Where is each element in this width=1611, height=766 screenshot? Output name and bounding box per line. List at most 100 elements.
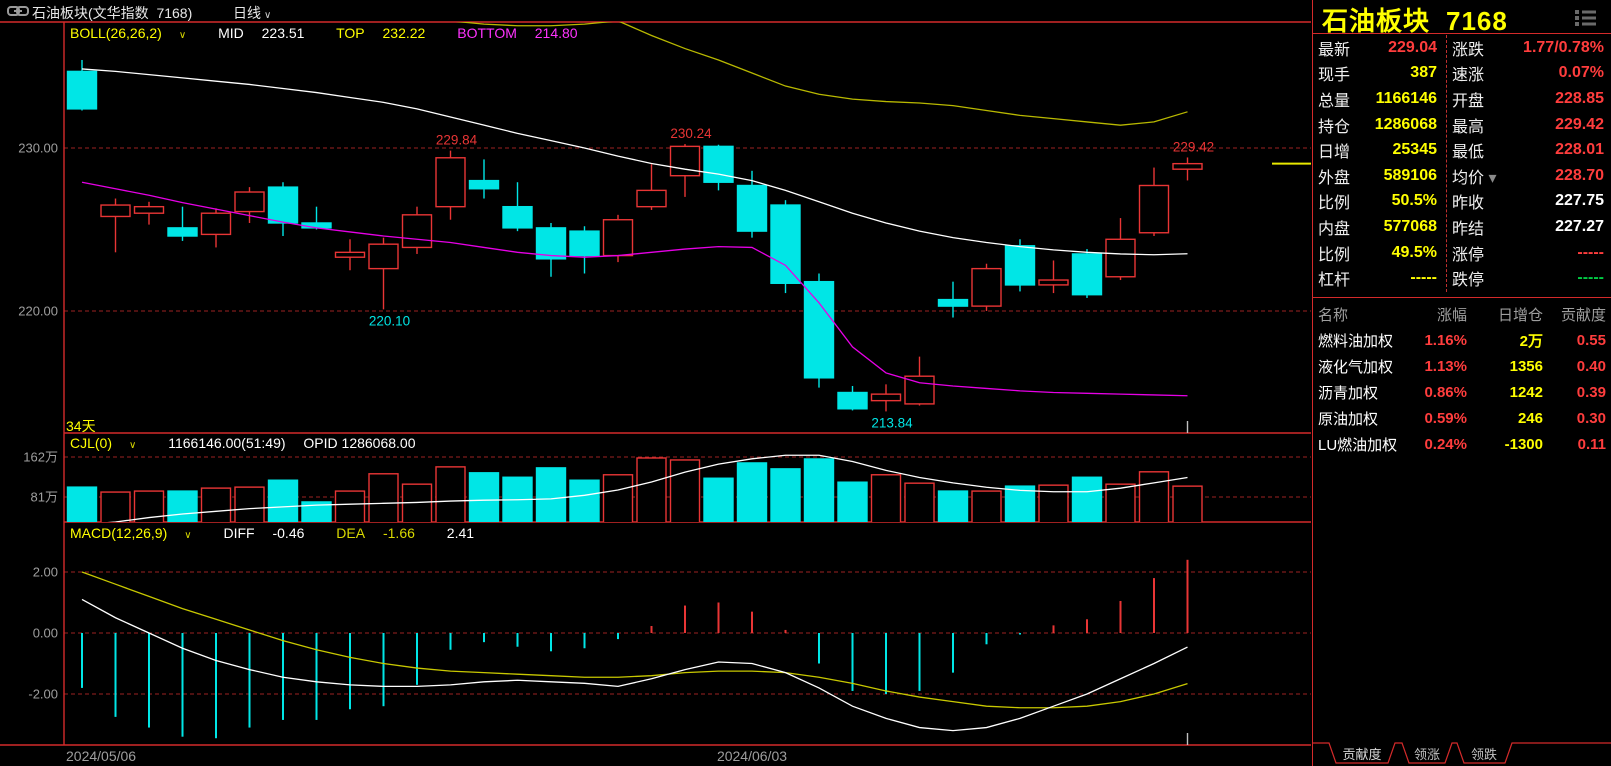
volume-bar [468, 472, 500, 522]
contrib-cell: 1.13% [1424, 357, 1467, 375]
chevron-down-icon: ∨ [178, 30, 187, 41]
candle [1038, 279, 1069, 286]
price-annotation: 229.42 [1173, 139, 1214, 154]
volume-bar [267, 479, 299, 522]
quote-value: 1.77/0.78% [1523, 38, 1604, 56]
price-annotation: 213.84 [871, 415, 913, 430]
quote-row-right-7: 昨结 227.27 [1447, 214, 1611, 240]
contrib-cell: LU燃油加权 [1318, 436, 1398, 454]
quote-value: 589106 [1383, 166, 1437, 184]
contrib-cell: 0.40 [1576, 357, 1606, 375]
volume-bar [200, 487, 232, 522]
volume-bar [1105, 483, 1136, 522]
quote-value: 227.75 [1555, 192, 1604, 210]
quote-label: 外盘 [1318, 169, 1351, 187]
contrib-row-4[interactable]: LU燃油加权 0.24% -1300 0.11 [1313, 431, 1611, 457]
quote-row-left-4: 日增 25345 [1313, 137, 1446, 163]
indicator-line [81, 68, 1188, 256]
macd-diff-value: DIFF -0.46 [223, 525, 305, 541]
candle [837, 391, 868, 410]
quote-value: 229.04 [1388, 38, 1437, 56]
chart-canvas[interactable]: 230.00 220.00 162万 81万 2.00 0.00 -2.00 229.84 23… [0, 0, 1312, 766]
volume-bar [1004, 485, 1036, 522]
macd-indicator-selector[interactable]: MACD(12,26,9) ∨ [70, 525, 192, 541]
candle [535, 227, 567, 260]
cjl-opid-value: OPID 1286068.00 [303, 435, 416, 451]
candle [167, 227, 198, 237]
candle [636, 189, 667, 208]
quote-row-left-3: 持仓 1286068 [1313, 112, 1446, 138]
quote-row-right-4: 最低 228.01 [1447, 137, 1611, 163]
candle [1105, 238, 1136, 278]
candle [133, 205, 165, 214]
axis-tick-label: 220.00 [18, 304, 58, 319]
chevron-down-icon: ∨ [129, 440, 137, 451]
price-annotation: 220.10 [369, 313, 410, 328]
candlestick-pane[interactable] [66, 0, 1203, 412]
quote-value: 228.01 [1555, 141, 1604, 159]
panel-title: 石油板块 7168 [1322, 1, 1508, 38]
boll-indicator-selector[interactable]: BOLL(26,26,2) ∨ [70, 25, 187, 41]
avg-price-dropdown-icon[interactable]: ▾ [1484, 169, 1497, 187]
titlebar: 石油板块(文华指数 7168) 日线 ∨ [0, 0, 1311, 21]
candle [803, 280, 835, 379]
contrib-cell: 246 [1517, 409, 1543, 427]
quote-row-left-2: 总量 1166146 [1313, 86, 1446, 112]
contrib-cell: 0.86% [1424, 383, 1467, 401]
cjl-indicator-selector[interactable]: CJL(0) ∨ [70, 435, 137, 451]
volume-bar [301, 501, 332, 522]
quote-row-right-6: 昨收 227.75 [1447, 189, 1611, 215]
quote-label: 昨结 [1452, 220, 1485, 238]
contrib-header: 涨幅 [1436, 306, 1467, 324]
price-annotation: 230.24 [670, 126, 712, 141]
tab-gainers[interactable]: 领涨 [1414, 747, 1440, 762]
quote-row-right-8: 涨停 ----- [1447, 240, 1611, 266]
macd-pane[interactable] [81, 559, 1189, 739]
quote-label: 比例 [1318, 246, 1351, 264]
volume-bar [736, 462, 768, 522]
x-axis-date-label: 2024/05/06 [66, 748, 136, 764]
tab-losers[interactable]: 领跌 [1471, 747, 1497, 762]
candle [200, 212, 232, 236]
contrib-row-3[interactable]: 原油加权 0.59% 246 0.30 [1313, 405, 1611, 431]
quote-row-left-1: 现手 387 [1313, 61, 1446, 87]
quote-label: 持仓 [1318, 118, 1351, 136]
contrib-cell: 沥青加权 [1318, 384, 1379, 402]
contrib-row-2[interactable]: 沥青加权 0.86% 1242 0.39 [1313, 379, 1611, 405]
volume-pane[interactable] [66, 454, 1203, 524]
volume-bar [870, 474, 902, 522]
quote-row-left-8: 比例 49.5% [1313, 240, 1446, 266]
candle [301, 222, 332, 229]
quote-label: 开盘 [1452, 92, 1485, 110]
quote-row-right-3: 最高 229.42 [1447, 112, 1611, 138]
volume-bar [569, 479, 600, 522]
panel-menu-icon[interactable] [1574, 9, 1598, 27]
indicator-line [81, 181, 1188, 397]
period-selector[interactable]: 日线 ∨ [233, 5, 272, 21]
quote-row-left-5: 外盘 589106 [1313, 163, 1446, 189]
volume-bar [100, 491, 131, 522]
candle [1004, 245, 1036, 286]
contract-title: 石油板块(文华指数 7168) [32, 5, 193, 21]
contrib-row-0[interactable]: 燃料油加权 1.16% 2万 0.55 [1313, 327, 1611, 353]
volume-bar [401, 483, 433, 522]
quote-value: 1166146 [1375, 89, 1437, 107]
candle [502, 205, 533, 229]
quote-row-right-9: 跌停 ----- [1447, 265, 1611, 291]
panel-contract-code: 7168 [1446, 6, 1508, 36]
quote-row-left-7: 内盘 577068 [1313, 214, 1446, 240]
indicator-line [455, 22, 1188, 126]
link-icon[interactable] [7, 5, 29, 17]
candle [770, 204, 801, 284]
contrib-cell: 0.24% [1424, 435, 1467, 453]
quote-value: 1286068 [1374, 115, 1437, 133]
contrib-cell: 0.59% [1424, 409, 1467, 427]
candle [602, 219, 634, 257]
cjl-header: CJL(0) ∨ 1166146.00(51:49) OPID 1286068.0… [70, 435, 430, 451]
contrib-row-1[interactable]: 液化气加权 1.13% 1356 0.40 [1313, 353, 1611, 379]
volume-bar [770, 468, 801, 522]
axis-tick-label: 0.00 [33, 626, 58, 641]
volume-bar [1138, 471, 1170, 522]
tab-contribution[interactable]: 贡献度 [1342, 747, 1381, 762]
